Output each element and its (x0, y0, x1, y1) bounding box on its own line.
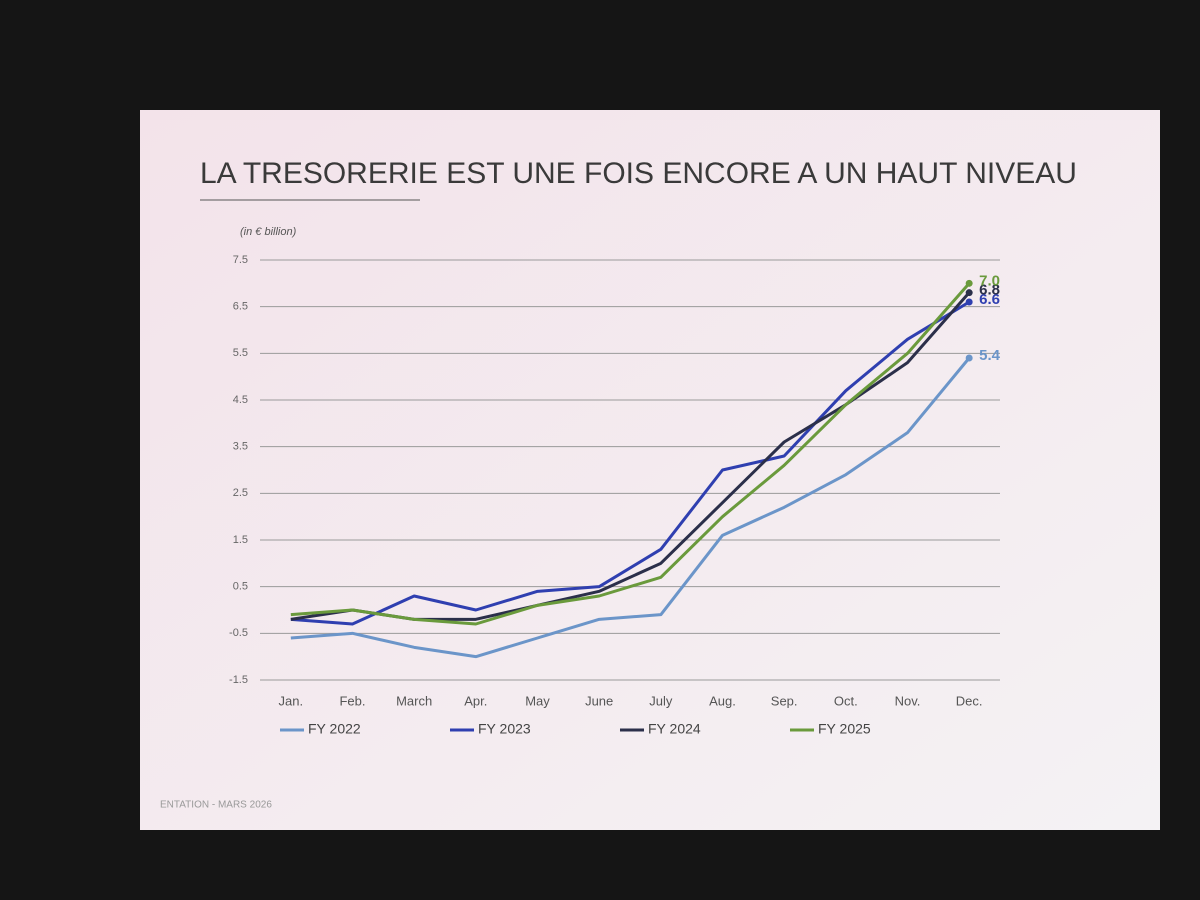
unit-label: (in € billion) (240, 226, 297, 238)
series-line (290, 357, 971, 659)
end-point (965, 298, 973, 306)
end-point (965, 289, 973, 297)
y-tick-label: 1.5 (233, 534, 248, 546)
x-tick-label: Oct. (834, 693, 858, 708)
x-tick-label: Feb. (339, 693, 365, 708)
x-tick-label: Apr. (464, 693, 487, 708)
y-tick-label: -1.5 (229, 674, 248, 686)
value-label: 6.6 (979, 291, 1000, 308)
value-label: 5.4 (979, 347, 1001, 364)
y-tick-label: 6.5 (233, 301, 248, 313)
legend-label: FY 2022 (308, 721, 361, 737)
legend-label: FY 2024 (648, 721, 701, 737)
value-label: 7.0 (979, 272, 1000, 289)
x-tick-label: Aug. (709, 693, 736, 708)
end-point (965, 354, 973, 362)
x-tick-label: Jan. (279, 693, 304, 708)
y-tick-label: 3.5 (233, 441, 248, 453)
legend-label: FY 2023 (478, 721, 531, 737)
y-tick-label: -0.5 (229, 627, 248, 639)
x-tick-label: Dec. (956, 693, 983, 708)
series-line (290, 282, 971, 626)
y-tick-label: 0.5 (233, 581, 248, 593)
slide (140, 110, 1160, 830)
x-tick-label: July (649, 693, 673, 708)
y-tick-label: 5.5 (233, 347, 248, 359)
x-tick-label: June (585, 693, 613, 708)
chart-title: LA TRESORERIE EST UNE FOIS ENCORE A UN H… (200, 157, 1077, 190)
footer: ENTATION - MARS 2026 (160, 800, 272, 811)
x-tick-label: Nov. (895, 693, 921, 708)
y-tick-label: 2.5 (233, 487, 248, 499)
x-tick-label: Sep. (771, 693, 798, 708)
value-label: 6.8 (979, 282, 1000, 299)
end-point (965, 279, 973, 287)
x-tick-label: May (525, 693, 550, 708)
y-tick-label: 7.5 (233, 254, 248, 266)
legend-label: FY 2025 (818, 721, 871, 737)
y-tick-label: 4.5 (233, 394, 248, 406)
series-line (290, 300, 970, 626)
x-tick-label: March (396, 693, 432, 708)
